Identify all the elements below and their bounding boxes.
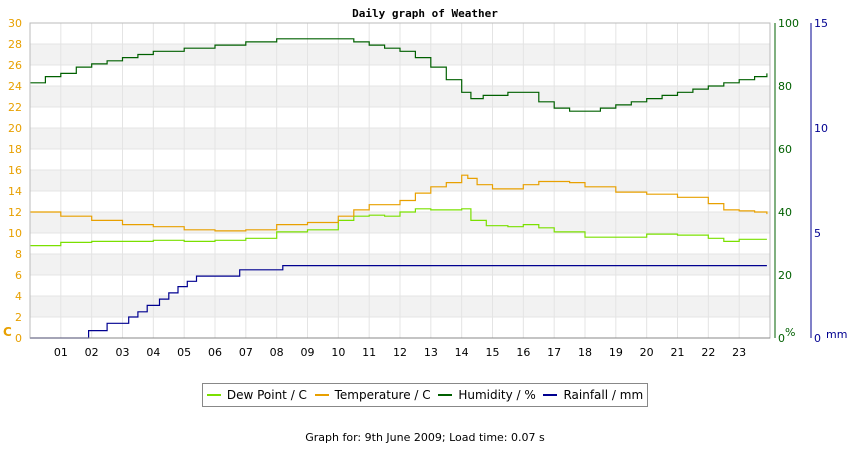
x-axis-tick-label: 17 [547,346,561,359]
legend-item-humidity: Humidity / % [438,388,536,402]
chart-title: Daily graph of Weather [352,7,498,20]
x-axis-tick-label: 10 [331,346,345,359]
humidity-axis-tick-label: 20 [778,269,792,282]
series-line-dew-point [30,208,767,247]
x-axis-tick-label: 18 [578,346,592,359]
x-axis-tick-label: 04 [146,346,160,359]
left-axis-tick-label: 14 [8,185,22,198]
rain-axis-unit: mm [826,328,847,341]
x-axis-tick-label: 08 [270,346,284,359]
left-axis-tick-label: 2 [15,311,22,324]
series-line-temperature [30,174,768,232]
legend-item-temperature: Temperature / C [314,388,431,402]
x-axis-tick-label: 22 [701,346,715,359]
humidity-swatch [438,394,453,396]
humidity-axis-tick-label: 80 [778,80,792,93]
left-axis-tick-label: 6 [15,269,22,282]
left-axis-tick-label: 10 [8,227,22,240]
humidity-axis-tick-label: 40 [778,206,792,219]
legend-label-humidity: Humidity / % [458,388,536,402]
left-axis-tick-label: 22 [8,101,22,114]
x-axis-tick-label: 12 [393,346,407,359]
legend-item-dew-point: Dew Point / C [206,388,307,402]
rain-axis-tick-label: 15 [814,17,828,30]
x-axis-tick-label: 20 [640,346,654,359]
x-axis-tick-label: 07 [239,346,253,359]
x-axis-tick-label: 16 [516,346,530,359]
x-axis-tick-label: 11 [362,346,376,359]
plot-series [30,38,768,339]
chart-legend: Dew Point / C Temperature / C Humidity /… [202,383,648,407]
left-axis-tick-label: 8 [15,248,22,261]
left-axis-tick-label: 12 [8,206,22,219]
dew-point-swatch [206,394,221,396]
rain-axis-tick-label: 5 [814,227,821,240]
left-axis-tick-label: 16 [8,164,22,177]
x-axis-tick-label: 09 [301,346,315,359]
x-axis-tick-label: 03 [116,346,130,359]
left-axis-unit: C [3,325,12,339]
left-axis-tick-label: 18 [8,143,22,156]
legend-label-dew-point: Dew Point / C [226,388,307,402]
humidity-axis-tick-label: 100 [778,17,799,30]
humidity-axis-unit: % [785,326,795,339]
x-axis-tick-label: 21 [671,346,685,359]
series-line-humidity [30,38,768,112]
x-axis-tick-label: 19 [609,346,623,359]
x-axis-tick-label: 02 [85,346,99,359]
series-line-rainfall [30,265,767,339]
rain-axis-tick-label: 0 [814,332,821,345]
left-axis-tick-label: 20 [8,122,22,135]
x-axis-tick-label: 01 [54,346,68,359]
left-axis-tick-label: 0 [15,332,22,345]
left-axis-tick-label: 24 [8,80,22,93]
left-axis-tick-label: 30 [8,17,22,30]
legend-label-temperature: Temperature / C [334,388,431,402]
graph-footer: Graph for: 9th June 2009; Load time: 0.0… [305,431,545,444]
legend-item-rainfall: Rainfall / mm [543,388,643,402]
humidity-axis-tick-label: 0 [778,332,785,345]
x-axis-tick-label: 15 [486,346,500,359]
humidity-axis-tick-label: 60 [778,143,792,156]
x-axis-tick-label: 23 [732,346,746,359]
x-axis-tick-label: 05 [177,346,191,359]
left-axis-tick-label: 26 [8,59,22,72]
rainfall-swatch [543,394,558,396]
x-axis-tick-label: 13 [424,346,438,359]
rain-axis-tick-label: 10 [814,122,828,135]
left-axis-tick-label: 4 [15,290,22,303]
x-axis-tick-label: 14 [455,346,469,359]
temperature-swatch [314,394,329,396]
x-axis-tick-label: 06 [208,346,222,359]
legend-label-rainfall: Rainfall / mm [563,388,644,402]
left-axis-tick-label: 28 [8,38,22,51]
plot-axes [29,22,812,339]
weather-chart: Daily graph of Weather 02468101214161820… [3,7,847,359]
